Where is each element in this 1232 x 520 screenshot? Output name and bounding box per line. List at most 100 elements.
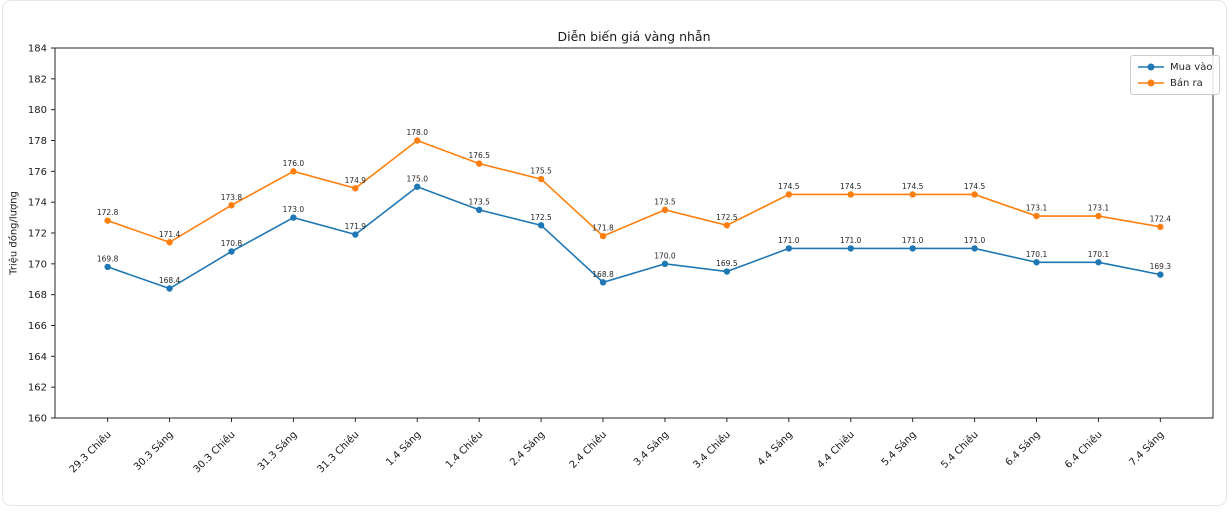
- data-point-marker: [1157, 271, 1164, 278]
- data-point-label: 171.0: [964, 236, 986, 245]
- legend-item-ban-ra: Bán ra: [1138, 76, 1212, 90]
- data-point-marker: [475, 160, 483, 167]
- x-tick-label: 3.4 Sáng: [631, 429, 671, 469]
- y-tick-label: 172: [28, 229, 47, 240]
- data-point-marker: [785, 245, 793, 252]
- y-tick-label: 164: [28, 352, 47, 363]
- data-point-label: 171.4: [159, 230, 181, 239]
- data-point-marker: [352, 231, 359, 238]
- y-tick-label: 170: [28, 259, 47, 270]
- data-point-label: 174.5: [778, 182, 800, 191]
- legend-label-mua-vao: Mua vào: [1170, 61, 1213, 73]
- data-point-label: 174.9: [345, 176, 367, 185]
- data-point-marker: [1157, 223, 1164, 231]
- data-point-marker: [104, 217, 111, 224]
- series-line: [107, 185, 1161, 290]
- data-point-label: 172.8: [97, 208, 119, 217]
- y-tick-label: 182: [28, 74, 47, 85]
- data-point-marker: [290, 214, 297, 221]
- x-tick-label: 4.4 Chiều: [815, 429, 857, 471]
- data-point-marker: [537, 175, 545, 183]
- chart-card: [2, 0, 1227, 506]
- x-tick-label: 2.4 Chiều: [567, 429, 609, 471]
- legend-line-marker-icon: [1138, 63, 1164, 71]
- data-point-label: 174.5: [840, 182, 862, 191]
- y-tick-label: 160: [28, 414, 47, 425]
- data-point-label: 172.4: [1150, 214, 1172, 223]
- data-point-label: 176.5: [468, 151, 490, 160]
- x-tick-label: 5.4 Chiều: [939, 429, 981, 471]
- data-point-label: 176.0: [283, 159, 305, 168]
- data-point-label: 169.3: [1150, 262, 1172, 271]
- data-point-label: 174.5: [964, 182, 986, 191]
- data-point-marker: [661, 206, 669, 214]
- data-point-marker: [971, 191, 978, 198]
- data-point-label: 173.5: [654, 197, 676, 206]
- x-tick-label: 1.4 Chiều: [443, 429, 485, 471]
- x-tick-label: 6.4 Chiều: [1062, 429, 1104, 471]
- data-point-marker: [166, 239, 173, 246]
- data-point-label: 170.1: [1088, 250, 1110, 259]
- x-tick-label: 5.4 Sáng: [879, 429, 919, 469]
- x-tick-label: 30.3 Sáng: [131, 429, 175, 473]
- x-tick-label: 3.4 Chiều: [691, 429, 733, 471]
- data-point-marker: [166, 285, 173, 292]
- data-point-label: 170.8: [221, 239, 243, 248]
- data-point-label: 173.8: [221, 193, 243, 202]
- plot-frame: [54, 47, 1214, 419]
- data-point-marker: [599, 232, 607, 240]
- data-point-label: 171.0: [840, 236, 862, 245]
- data-point-label: 174.5: [902, 182, 924, 191]
- data-point-marker: [352, 185, 359, 192]
- x-tick-label: 29.3 Chiều: [67, 429, 114, 476]
- data-point-label: 168.4: [159, 276, 181, 285]
- y-tick-label: 166: [28, 321, 47, 332]
- data-point-marker: [475, 206, 483, 214]
- data-point-marker: [290, 168, 297, 175]
- data-point-marker: [723, 222, 731, 229]
- data-point-marker: [661, 260, 669, 268]
- data-point-label: 173.1: [1026, 204, 1048, 213]
- data-point-label: 171.9: [345, 222, 367, 231]
- data-point-label: 169.5: [716, 259, 738, 268]
- data-point-label: 171.8: [592, 224, 614, 233]
- data-point-label: 175.5: [530, 167, 552, 176]
- x-tick-label: 31.3 Chiều: [315, 429, 362, 476]
- y-tick-label: 162: [28, 383, 47, 394]
- data-point-marker: [414, 137, 421, 144]
- data-point-marker: [537, 222, 545, 229]
- y-tick-label: 178: [28, 136, 47, 147]
- series-line: [107, 139, 1161, 244]
- data-point-label: 170.0: [654, 251, 676, 260]
- data-point-label: 172.5: [530, 213, 552, 222]
- y-tick-label: 176: [28, 167, 47, 178]
- y-tick-label: 168: [28, 290, 47, 301]
- legend-item-mua-vao: Mua vào: [1138, 60, 1212, 74]
- data-point-marker: [228, 248, 235, 255]
- chart-title: Diễn biến giá vàng nhẫn: [557, 29, 711, 44]
- y-tick-label: 184: [28, 44, 47, 55]
- x-tick-label: 2.4 Sáng: [507, 429, 547, 469]
- data-point-label: 171.0: [902, 236, 924, 245]
- data-point-label: 170.1: [1026, 250, 1048, 259]
- data-point-marker: [1095, 212, 1102, 220]
- data-point-marker: [785, 191, 793, 198]
- x-tick-label: 7.4 Sáng: [1127, 429, 1167, 469]
- x-tick-label: 4.4 Sáng: [755, 429, 795, 469]
- data-point-marker: [414, 183, 421, 190]
- x-tick-label: 31.3 Sáng: [255, 429, 299, 473]
- data-point-label: 168.8: [592, 270, 614, 279]
- data-point-label: 172.5: [716, 213, 738, 222]
- data-point-label: 169.8: [97, 254, 119, 263]
- data-point-label: 173.0: [283, 205, 305, 214]
- data-point-marker: [909, 191, 916, 198]
- data-point-marker: [1033, 259, 1040, 266]
- data-point-marker: [909, 245, 916, 252]
- x-tick-label: 6.4 Sáng: [1003, 429, 1043, 469]
- y-tick-label: 174: [28, 198, 47, 209]
- data-point-label: 178.0: [407, 128, 429, 137]
- data-point-marker: [847, 191, 854, 198]
- data-point-label: 173.5: [468, 197, 490, 206]
